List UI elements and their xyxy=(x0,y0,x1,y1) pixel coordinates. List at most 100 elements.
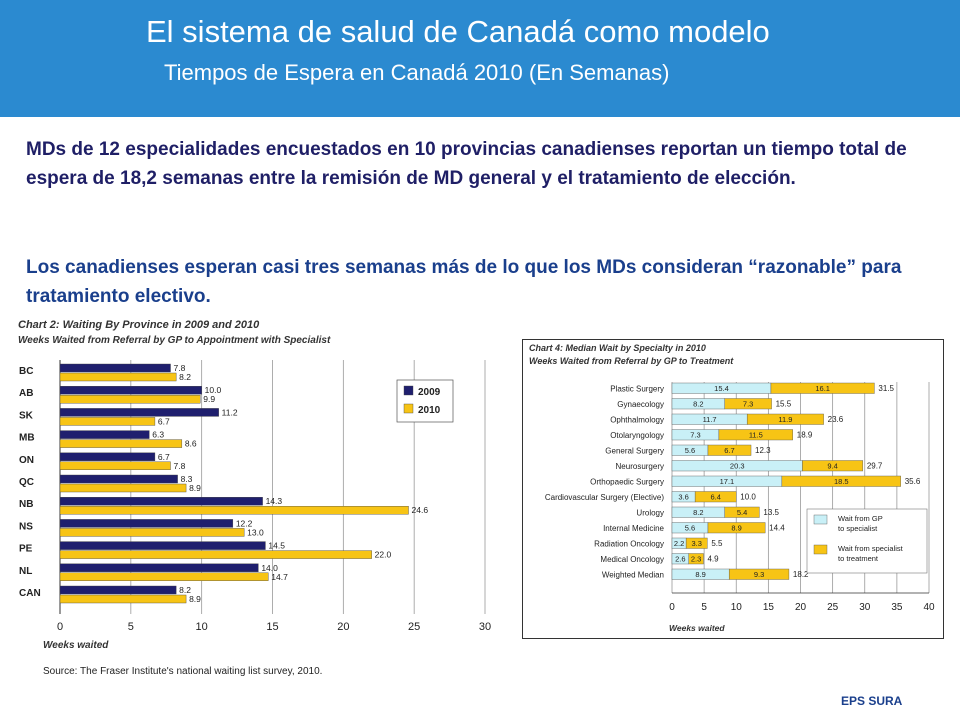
chart2-bar xyxy=(59,385,202,395)
chart4-bar-treatment xyxy=(718,429,793,441)
chart4-tick-label: 5 xyxy=(701,602,707,613)
chart4-total-label: 18.2 xyxy=(793,570,809,579)
chart4-category-label: Orthopaedic Surgery xyxy=(590,478,664,487)
chart4-category-label: Cardiovascular Surgery (Elective) xyxy=(545,493,664,502)
chart4-segment-label: 8.9 xyxy=(731,524,741,533)
chart4-segment-label: 5.6 xyxy=(685,446,695,455)
chart4-segment-label: 17.1 xyxy=(720,477,735,486)
chart2-value-label: 7.8 xyxy=(174,461,186,471)
chart4-bar-treatment xyxy=(724,398,772,410)
specialty-wait-chart: Chart 4: Median Wait by Specialty in 201… xyxy=(522,339,944,639)
chart2-tick-label: 20 xyxy=(337,621,349,633)
chart2-value-label: 6.7 xyxy=(158,452,170,462)
chart4-category-label: Radiation Oncology xyxy=(594,540,664,549)
chart2-value-label: 11.2 xyxy=(222,407,238,417)
chart4-legend-label: Wait from specialist to treatment xyxy=(838,544,904,563)
chart4-total-label: 14.4 xyxy=(769,524,785,533)
chart4-tick-label: 25 xyxy=(827,602,839,613)
chart2-value-label: 8.9 xyxy=(189,594,201,604)
chart4-total-label: 10.0 xyxy=(740,493,756,502)
chart2-tick-label: 25 xyxy=(408,621,420,633)
chart2-bar xyxy=(59,585,177,595)
chart4-segment-label: 20.3 xyxy=(730,462,745,471)
chart4-segment-label: 2.2 xyxy=(674,539,684,548)
chart4-segment-label: 5.4 xyxy=(737,508,747,517)
chart4-tick-label: 40 xyxy=(923,602,935,613)
body-paragraph-1: MDs de 12 especialidades encuestados en … xyxy=(26,139,907,189)
chart2-category-label: PE xyxy=(19,544,33,555)
chart2-legend-swatch xyxy=(403,385,414,396)
chart4-total-label: 12.3 xyxy=(755,446,771,455)
chart4-segment-label: 18.5 xyxy=(834,477,849,486)
chart4-total-label: 23.6 xyxy=(828,415,844,424)
chart2-bar xyxy=(59,505,409,515)
chart2-value-label: 10.0 xyxy=(205,385,222,395)
chart2-bar xyxy=(59,461,171,471)
chart2-bar xyxy=(59,483,187,493)
chart2-bar xyxy=(59,439,183,448)
chart4-tick-label: 15 xyxy=(763,602,775,613)
chart4-category-label: Otolaryngology xyxy=(610,431,664,440)
chart4-segment-label: 11.5 xyxy=(749,431,763,440)
chart4-segment-label: 3.6 xyxy=(678,493,688,502)
chart2-bar xyxy=(59,372,177,382)
header-bar: El sistema de salud de Canadá como model… xyxy=(0,0,960,117)
chart2-value-label: 6.7 xyxy=(158,416,170,426)
chart2-bar xyxy=(59,541,266,550)
chart4-category-label: Neurosurgery xyxy=(616,462,664,471)
chart2-value-label: 8.2 xyxy=(179,372,191,382)
chart2-bar xyxy=(59,519,234,528)
chart4-total-label: 5.5 xyxy=(711,539,723,548)
slide-title: El sistema de salud de Canadá como model… xyxy=(146,14,770,49)
chart2-value-label: 14.0 xyxy=(261,563,278,573)
chart2-value-label: 14.3 xyxy=(266,496,283,506)
chart4-segment-label: 6.7 xyxy=(724,446,734,455)
chart4-segment-label: 5.6 xyxy=(685,524,695,533)
chart2-bar xyxy=(59,430,150,439)
chart2-bar xyxy=(59,408,219,417)
chart2-category-label: NB xyxy=(19,499,33,510)
chart4-tick-label: 35 xyxy=(891,602,903,613)
chart4-segment-label: 7.3 xyxy=(690,431,700,440)
chart2-category-label: NL xyxy=(19,566,32,577)
chart2-legend-swatch xyxy=(403,403,414,414)
chart2-bar xyxy=(59,452,156,462)
chart4-segment-label: 15.4 xyxy=(714,384,729,393)
chart4-bar-treatment xyxy=(694,491,737,503)
chart4-segment-label: 2.6 xyxy=(675,555,685,564)
chart2-value-label: 7.8 xyxy=(174,363,186,373)
chart4-segment-label: 2.3 xyxy=(691,555,701,564)
chart4-category-label: Ophthalmology xyxy=(610,416,664,425)
chart4-category-label: General Surgery xyxy=(605,447,664,456)
chart4-tick-label: 0 xyxy=(669,602,675,613)
chart4-bar-treatment xyxy=(685,537,708,549)
chart4-segment-label: 11.7 xyxy=(703,415,717,424)
chart2-bar xyxy=(59,594,187,604)
chart2-value-label: 22.0 xyxy=(375,550,392,560)
chart4-category-label: Weighted Median xyxy=(602,571,664,580)
chart2-value-label: 8.3 xyxy=(181,474,193,484)
chart4-segment-label: 8.2 xyxy=(693,508,703,517)
chart2-value-label: 14.7 xyxy=(271,572,288,582)
chart4-bar-treatment xyxy=(688,553,704,565)
chart4-segment-label: 8.9 xyxy=(695,570,705,579)
province-wait-chart: Chart 2: Waiting By Province in 2009 and… xyxy=(18,319,491,677)
chart2-tick-label: 10 xyxy=(196,621,208,633)
chart2-value-label: 12.2 xyxy=(236,518,253,528)
chart2-tick-label: 30 xyxy=(479,621,491,633)
chart2-source: Source: The Fraser Institute's national … xyxy=(43,666,322,677)
chart4-legend-swatch xyxy=(813,544,828,555)
chart2-category-label: MB xyxy=(19,433,35,444)
chart2-bar xyxy=(59,363,171,373)
chart4-segment-label: 9.4 xyxy=(827,462,837,471)
chart4-segment-label: 7.3 xyxy=(743,400,753,409)
chart4-segment-label: 9.3 xyxy=(754,570,764,579)
chart4-tick-label: 20 xyxy=(795,602,807,613)
chart2-title: Chart 2: Waiting By Province in 2009 and… xyxy=(18,319,260,331)
chart2-category-label: QC xyxy=(19,477,34,488)
chart4-bar-treatment xyxy=(707,444,752,456)
chart2-bar xyxy=(59,572,269,581)
chart4-tick-label: 10 xyxy=(731,602,743,613)
chart4-category-label: Urology xyxy=(636,509,664,518)
chart2-bar xyxy=(59,550,372,559)
